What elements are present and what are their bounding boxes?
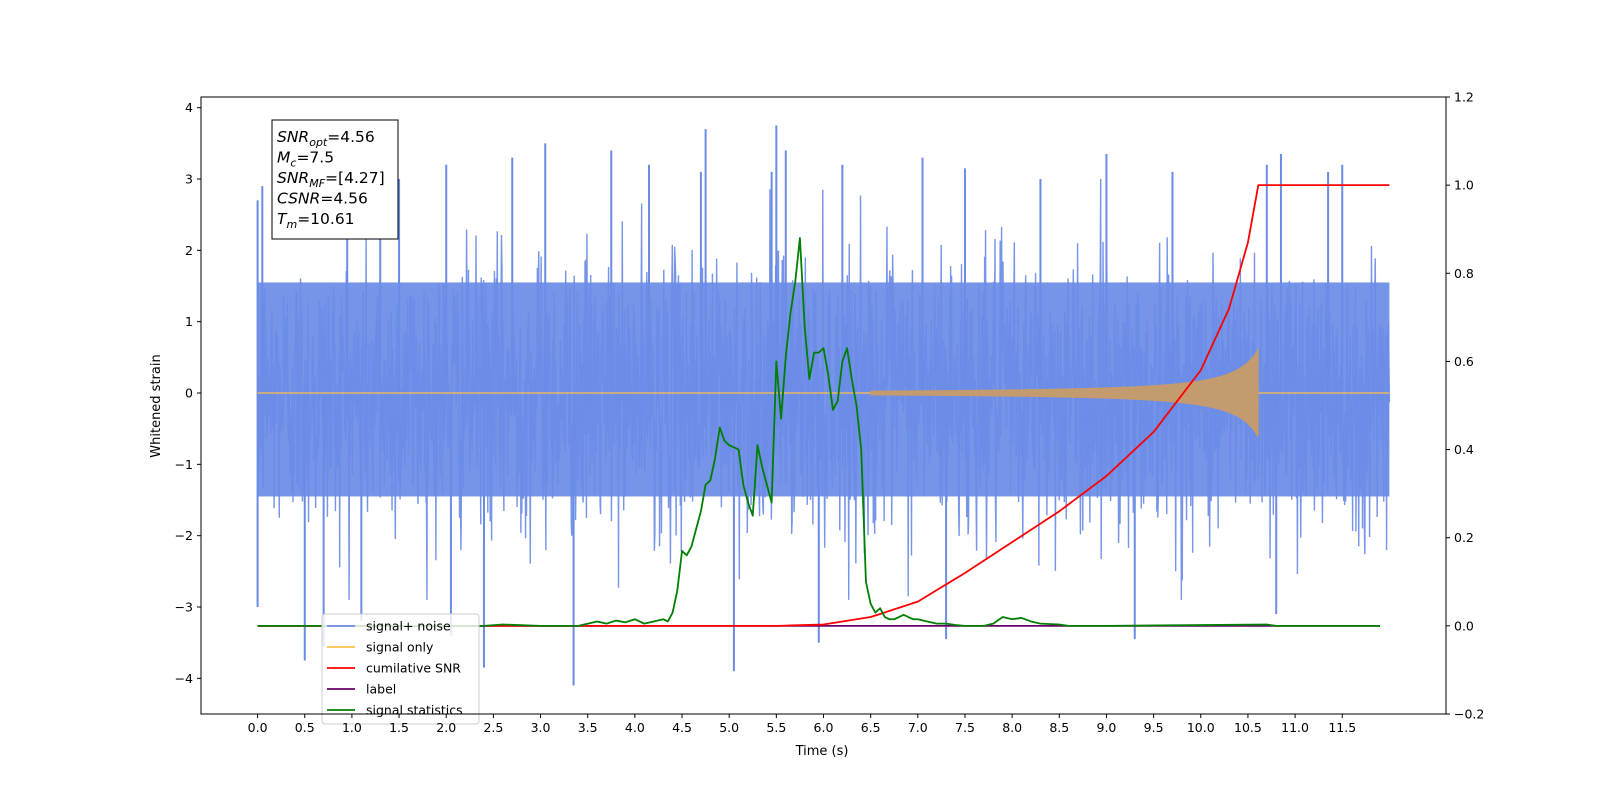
x-tick-label: 6.5 xyxy=(861,720,881,735)
annotation-symbol: T xyxy=(277,210,288,228)
signal-statistics-line xyxy=(257,237,1380,627)
legend-label: cumilative SNR xyxy=(366,661,461,676)
y-tick-label: 0 xyxy=(185,386,193,401)
cumulative-snr-line xyxy=(257,184,1390,627)
y-tick-label: −1 xyxy=(175,457,193,472)
y-axis-label: Whitened strain xyxy=(149,354,164,457)
y-tick-label: −4 xyxy=(175,671,193,686)
y2-tick-label: −0.2 xyxy=(1454,707,1484,722)
x-tick-label: 0.0 xyxy=(248,720,268,735)
y-tick-label: 4 xyxy=(185,100,193,115)
plot-data-layer xyxy=(256,125,1391,686)
legend-label: label xyxy=(366,682,396,697)
x-tick-label: 2.0 xyxy=(436,720,456,735)
annotation-box: SNRopt=4.56Mc=7.5SNRMF=[4.27]CSNR=4.56Tm… xyxy=(271,119,399,240)
y2-tick-label: 0.2 xyxy=(1454,530,1474,545)
x-tick-label: 4.5 xyxy=(672,720,692,735)
annotation-frame xyxy=(271,119,399,240)
annotation-subscript: m xyxy=(286,218,297,231)
legend: signal+ noise signal only cumilative SNR la… xyxy=(321,613,480,725)
annotation-subscript: c xyxy=(290,157,296,170)
annotation-line: CSNR=4.56 xyxy=(277,190,368,208)
x-tick-label: 3.0 xyxy=(531,720,551,735)
x-tick-label: 6.0 xyxy=(814,720,834,735)
x-tick-label: 11.0 xyxy=(1281,720,1309,735)
annotation-subscript: opt xyxy=(309,136,328,149)
x-tick-label: 5.0 xyxy=(719,720,739,735)
x-tick-label: 11.5 xyxy=(1328,720,1356,735)
annotation-value: =7.5 xyxy=(296,149,334,167)
annotation-subscript: MF xyxy=(309,177,325,190)
signal-only-chirp xyxy=(870,347,1259,438)
x-tick-label: 7.0 xyxy=(908,720,928,735)
y2-tick-label: 1.0 xyxy=(1454,178,1474,193)
x-tick-label: 1.0 xyxy=(342,720,362,735)
annotation-line: SNRopt=4.56 xyxy=(277,128,375,149)
x-tick-label: 5.5 xyxy=(766,720,786,735)
x-tick-label: 7.5 xyxy=(955,720,975,735)
x-tick-label: 8.5 xyxy=(1049,720,1069,735)
legend-label: signal only xyxy=(366,640,434,655)
signal-noise-spikes xyxy=(256,125,1344,686)
axes-layer: 0.0 0.5 1.0 1.5 2.0 2.5 3.0 3.5 4.0 4.5 5.0 5.5 6.0 6… xyxy=(175,90,1485,736)
x-tick-label: 3.5 xyxy=(578,720,598,735)
annotation-value: =10.61 xyxy=(297,210,354,228)
y-tick-label: 1 xyxy=(185,314,193,329)
y-tick-label: −3 xyxy=(175,600,193,615)
x-tick-label: 0.5 xyxy=(295,720,315,735)
legend-frame xyxy=(321,613,480,725)
y2-tick-label: 0.4 xyxy=(1454,442,1474,457)
y-tick-label: 3 xyxy=(185,172,193,187)
annotation-value: =[4.27] xyxy=(325,169,385,187)
annotation-value: =4.56 xyxy=(320,190,368,208)
x-tick-label: 8.0 xyxy=(1002,720,1022,735)
y-tick-label: −2 xyxy=(175,528,193,543)
x-tick-label: 4.0 xyxy=(625,720,645,735)
y2-tick-label: 0.8 xyxy=(1454,266,1474,281)
annotation-symbol: SNR xyxy=(277,169,309,187)
x-tick-label: 10.5 xyxy=(1234,720,1262,735)
y-tick-label: 2 xyxy=(185,243,193,258)
annotation-symbol: SNR xyxy=(277,128,309,146)
annotation-line: Tm=10.61 xyxy=(277,210,355,231)
legend-label: signal+ noise xyxy=(366,619,451,634)
annotation-value: =4.56 xyxy=(327,128,375,146)
annotation-symbol: CSNR xyxy=(277,190,320,208)
x-tick-label: 10.0 xyxy=(1187,720,1215,735)
y2-tick-label: 1.2 xyxy=(1454,90,1474,105)
y2-tick-label: 0.6 xyxy=(1454,354,1474,369)
annotation-symbol: M xyxy=(277,149,290,167)
x-axis-label: Time (s) xyxy=(795,744,849,759)
x-tick-label: 9.0 xyxy=(1097,720,1117,735)
legend-label: signal statistics xyxy=(366,703,463,718)
x-tick-label: 9.5 xyxy=(1144,720,1164,735)
annotation-line: Mc=7.5 xyxy=(277,149,334,170)
annotation-line: SNRMF=[4.27] xyxy=(277,169,385,190)
y2-tick-label: 0.0 xyxy=(1454,618,1474,633)
x-tick-label: 1.5 xyxy=(389,720,409,735)
x-tick-label: 2.5 xyxy=(483,720,503,735)
